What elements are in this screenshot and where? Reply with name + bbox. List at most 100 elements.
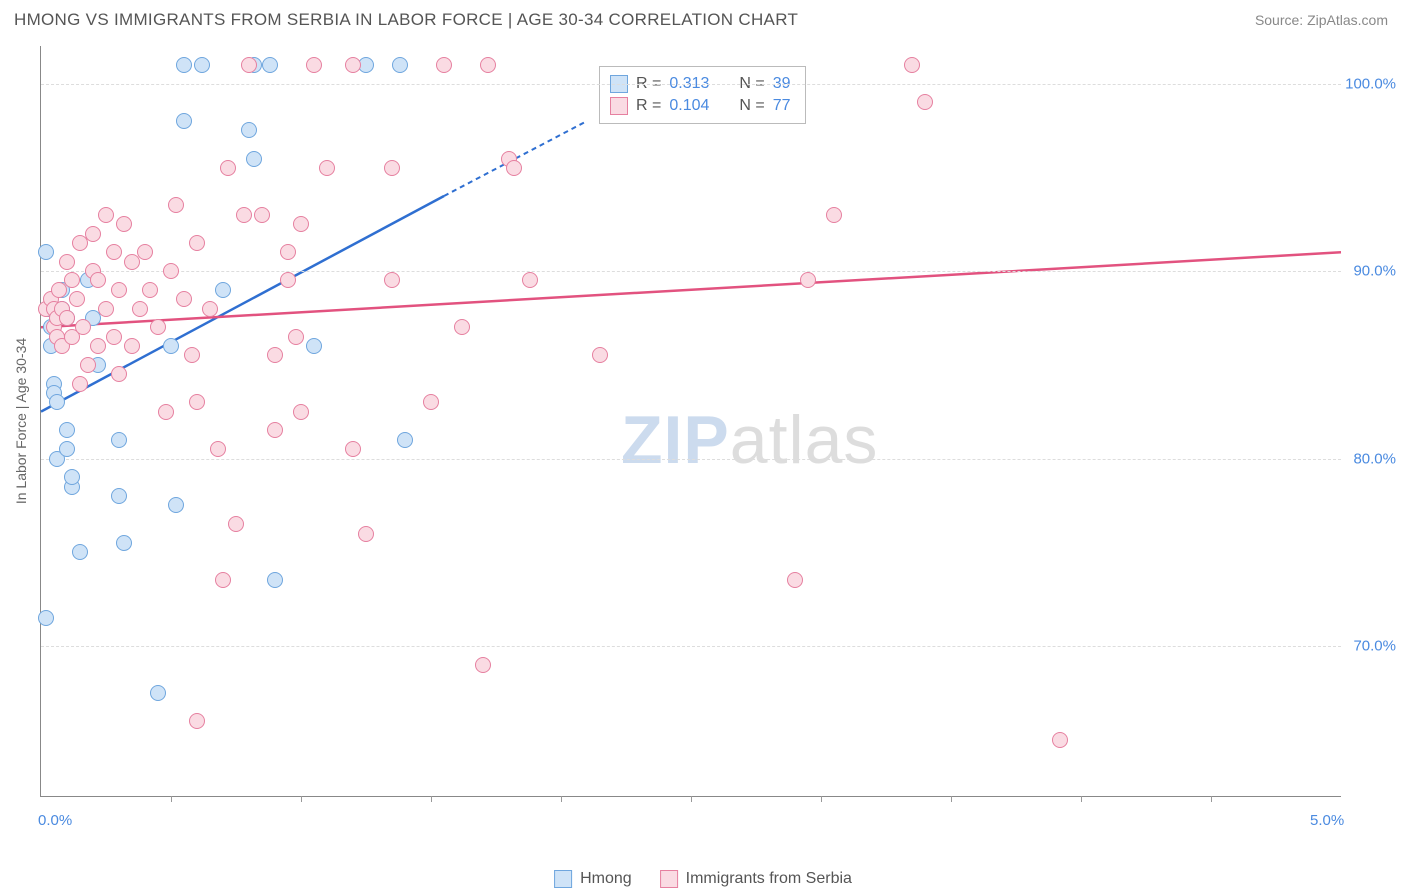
data-point-serbia	[124, 338, 140, 354]
data-point-serbia	[800, 272, 816, 288]
x-tick	[1081, 796, 1082, 802]
y-tick-label: 90.0%	[1353, 263, 1396, 280]
stats-r-value: 0.104	[669, 97, 709, 115]
data-point-hmong	[241, 122, 257, 138]
legend-item-hmong: Hmong	[554, 870, 632, 888]
stats-r-label: R =	[636, 97, 661, 115]
data-point-hmong	[194, 57, 210, 73]
data-point-serbia	[189, 235, 205, 251]
data-point-serbia	[111, 282, 127, 298]
data-point-serbia	[202, 301, 218, 317]
data-point-serbia	[345, 57, 361, 73]
chart-source: Source: ZipAtlas.com	[1255, 12, 1388, 28]
data-point-hmong	[392, 57, 408, 73]
data-point-serbia	[904, 57, 920, 73]
data-point-serbia	[72, 376, 88, 392]
data-point-serbia	[189, 394, 205, 410]
data-point-serbia	[184, 347, 200, 363]
data-point-hmong	[168, 497, 184, 513]
correlation-stats-box: R =0.313N =39R =0.104N =77	[599, 66, 806, 124]
data-point-hmong	[111, 488, 127, 504]
data-point-serbia	[826, 207, 842, 223]
x-tick	[951, 796, 952, 802]
data-point-hmong	[397, 432, 413, 448]
chart-title: HMONG VS IMMIGRANTS FROM SERBIA IN LABOR…	[14, 10, 798, 30]
data-point-hmong	[64, 469, 80, 485]
data-point-serbia	[241, 57, 257, 73]
data-point-hmong	[176, 57, 192, 73]
data-point-serbia	[158, 404, 174, 420]
data-point-serbia	[306, 57, 322, 73]
series-legend: Hmong Immigrants from Serbia	[554, 870, 852, 888]
data-point-hmong	[150, 685, 166, 701]
y-tick-label: 80.0%	[1353, 450, 1396, 467]
data-point-hmong	[59, 441, 75, 457]
stats-swatch	[610, 97, 628, 115]
data-point-serbia	[137, 244, 153, 260]
data-point-hmong	[49, 394, 65, 410]
data-point-serbia	[280, 272, 296, 288]
legend-swatch-hmong	[554, 870, 572, 888]
data-point-serbia	[228, 516, 244, 532]
data-point-serbia	[436, 57, 452, 73]
data-point-serbia	[111, 366, 127, 382]
trend-lines-layer	[41, 46, 1341, 796]
data-point-serbia	[1052, 732, 1068, 748]
x-axis-max-label: 5.0%	[1310, 812, 1344, 829]
data-point-serbia	[176, 291, 192, 307]
watermark: ZIPatlas	[621, 401, 878, 479]
data-point-serbia	[59, 254, 75, 270]
data-point-hmong	[38, 244, 54, 260]
data-point-hmong	[215, 282, 231, 298]
data-point-serbia	[189, 713, 205, 729]
data-point-serbia	[75, 319, 91, 335]
data-point-serbia	[267, 347, 283, 363]
data-point-serbia	[132, 301, 148, 317]
x-axis-min-label: 0.0%	[38, 812, 72, 829]
data-point-serbia	[917, 94, 933, 110]
data-point-serbia	[142, 282, 158, 298]
data-point-serbia	[98, 207, 114, 223]
data-point-serbia	[506, 160, 522, 176]
x-tick	[1211, 796, 1212, 802]
gridline	[41, 84, 1341, 85]
data-point-serbia	[90, 272, 106, 288]
data-point-serbia	[319, 160, 335, 176]
data-point-hmong	[38, 610, 54, 626]
data-point-serbia	[163, 263, 179, 279]
stats-n-label: N =	[739, 97, 764, 115]
data-point-serbia	[236, 207, 252, 223]
x-tick	[821, 796, 822, 802]
data-point-serbia	[267, 422, 283, 438]
x-tick	[301, 796, 302, 802]
data-point-serbia	[150, 319, 166, 335]
data-point-hmong	[116, 535, 132, 551]
gridline	[41, 459, 1341, 460]
data-point-serbia	[480, 57, 496, 73]
data-point-serbia	[787, 572, 803, 588]
data-point-serbia	[345, 441, 361, 457]
data-point-serbia	[168, 197, 184, 213]
chart-header: HMONG VS IMMIGRANTS FROM SERBIA IN LABOR…	[0, 0, 1406, 36]
data-point-serbia	[254, 207, 270, 223]
data-point-serbia	[358, 526, 374, 542]
legend-label-hmong: Hmong	[580, 870, 632, 888]
y-tick-label: 70.0%	[1353, 638, 1396, 655]
stats-n-value: 77	[773, 97, 791, 115]
y-axis-title: In Labor Force | Age 30-34	[13, 338, 29, 504]
stats-row-serbia: R = 0.104 N = 77	[610, 95, 791, 117]
data-point-serbia	[80, 357, 96, 373]
chart-plot-area: In Labor Force | Age 30-34 ZIPatlas R =0…	[40, 46, 1341, 797]
watermark-bold: ZIP	[621, 402, 730, 478]
data-point-hmong	[262, 57, 278, 73]
data-point-serbia	[210, 441, 226, 457]
watermark-light: atlas	[730, 402, 879, 478]
data-point-hmong	[72, 544, 88, 560]
data-point-serbia	[69, 291, 85, 307]
data-point-serbia	[106, 329, 122, 345]
data-point-hmong	[111, 432, 127, 448]
x-tick	[561, 796, 562, 802]
data-point-serbia	[90, 338, 106, 354]
x-tick	[431, 796, 432, 802]
data-point-hmong	[163, 338, 179, 354]
